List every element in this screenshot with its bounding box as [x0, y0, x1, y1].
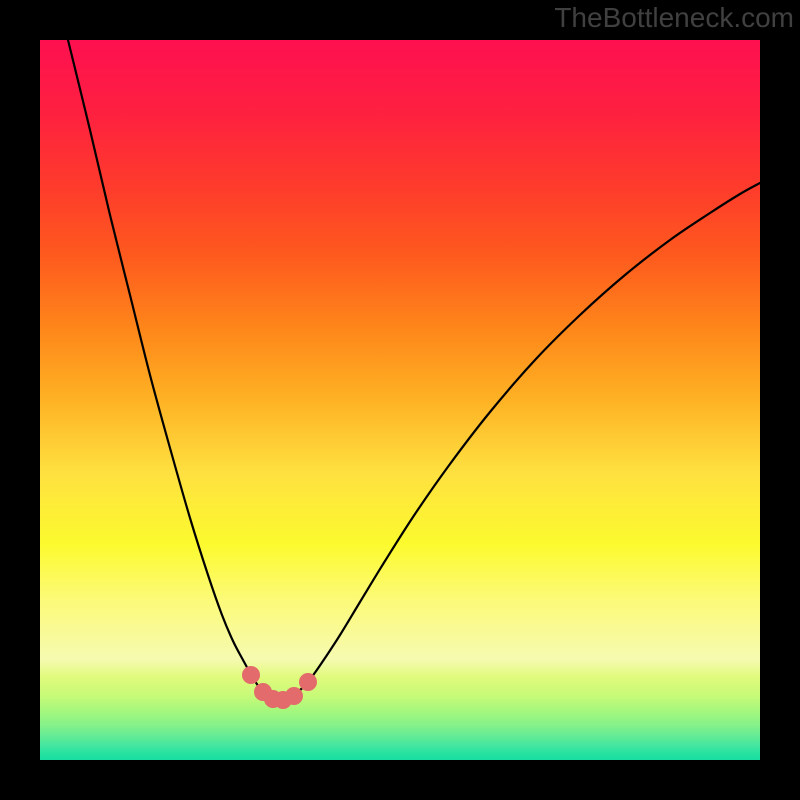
curve-marker: [286, 688, 303, 705]
curve-marker: [243, 667, 260, 684]
plot-area: [40, 40, 760, 760]
watermark-text: TheBottleneck.com: [554, 2, 794, 34]
chart-svg: [40, 40, 760, 760]
curve-marker: [300, 674, 317, 691]
chart-background: [40, 40, 760, 760]
chart-frame: TheBottleneck.com: [0, 0, 800, 800]
